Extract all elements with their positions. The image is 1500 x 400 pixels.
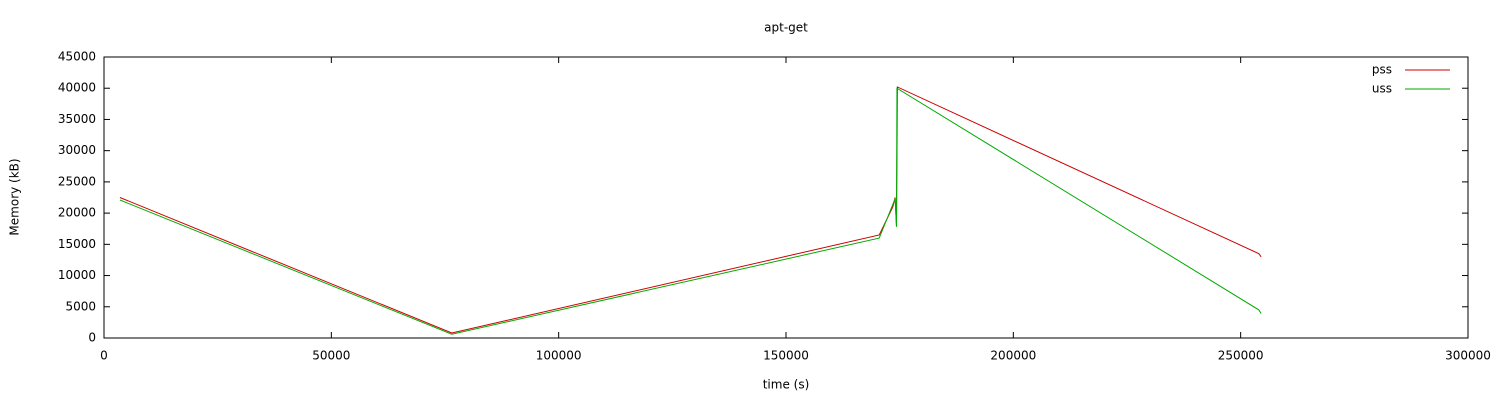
series-line <box>119 87 1262 335</box>
y-tick-label: 40000 <box>58 81 96 95</box>
y-tick-label: 30000 <box>58 143 96 157</box>
x-tick-label: 300000 <box>1445 349 1491 363</box>
x-tick-label: 100000 <box>536 349 582 363</box>
x-tick-label: 250000 <box>1218 349 1264 363</box>
series-line <box>119 86 1262 334</box>
y-tick-label: 15000 <box>58 237 96 251</box>
legend-label: pss <box>1372 63 1392 77</box>
chart-title: apt-get <box>764 21 808 35</box>
y-tick-label: 10000 <box>58 268 96 282</box>
legend-label: uss <box>1372 82 1392 96</box>
x-tick-label: 200000 <box>990 349 1036 363</box>
y-tick-label: 45000 <box>58 50 96 64</box>
y-tick-label: 25000 <box>58 174 96 188</box>
plot-border <box>103 56 1469 339</box>
y-tick-label: 20000 <box>58 206 96 220</box>
x-tick-label: 150000 <box>763 349 809 363</box>
x-axis-label: time (s) <box>763 378 810 392</box>
y-tick-label: 35000 <box>58 112 96 126</box>
y-tick-label: 5000 <box>65 299 96 313</box>
y-tick-label: 0 <box>88 331 96 345</box>
x-tick-label: 50000 <box>312 349 350 363</box>
y-axis-label: Memory (kB) <box>8 158 22 235</box>
x-tick-label: 0 <box>100 349 108 363</box>
